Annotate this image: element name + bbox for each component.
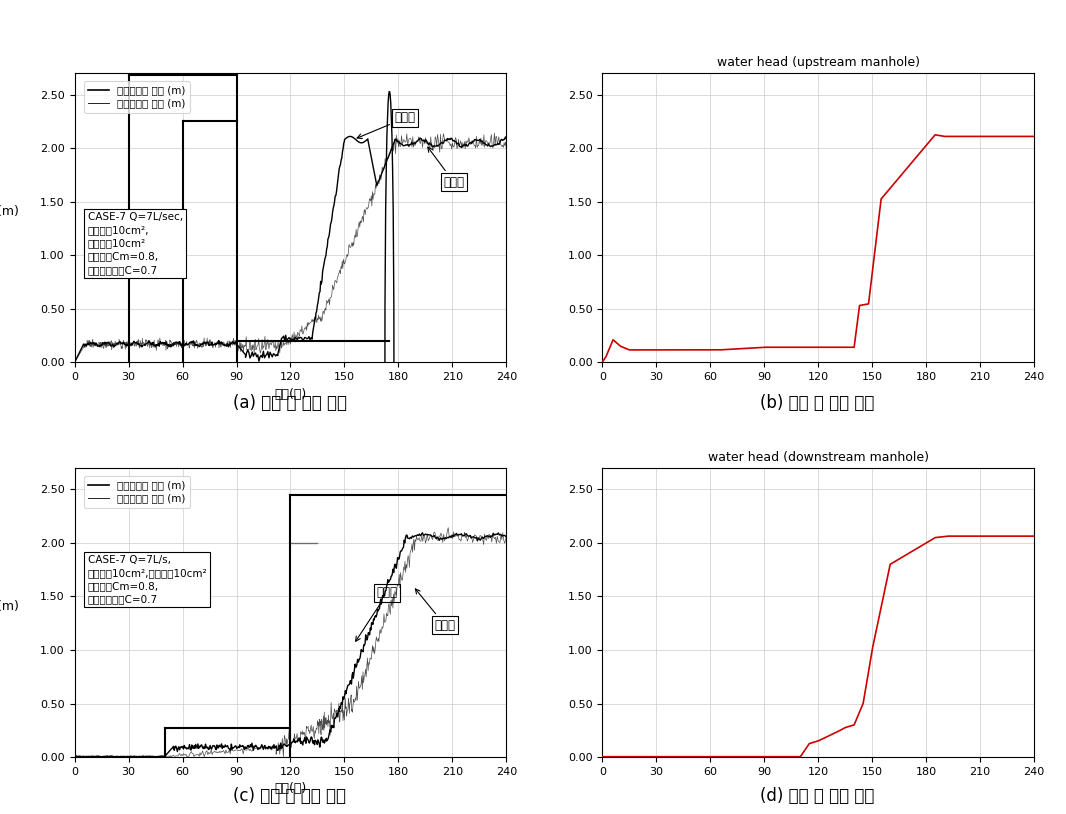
Legend: 上流側水位 計算 (m), 上流側水位 実験 (m): 上流側水位 計算 (m), 上流側水位 実験 (m) xyxy=(84,81,190,113)
Y-axis label: 水位(m): 水位(m) xyxy=(0,205,19,218)
Text: CASE-7 Q=7L/sec,
上流開口10cm²,
下流開口10cm²
縮流係数Cm=0.8,
空気流出係数C=0.7: CASE-7 Q=7L/sec, 上流開口10cm², 下流開口10cm² 縮流… xyxy=(87,212,182,275)
Y-axis label: 水位(m): 水位(m) xyxy=(0,600,19,613)
Title: water head (upstream manhole): water head (upstream manhole) xyxy=(716,56,920,69)
X-axis label: 時間(秒): 時間(秒) xyxy=(274,782,307,795)
Text: 実験値: 実験値 xyxy=(427,147,465,189)
Text: CASE-7 Q=7L/s,
上流開口10cm²,下流開口10cm²
縮流係数Cm=0.8,
空気流出係数C=0.7: CASE-7 Q=7L/s, 上流開口10cm²,下流開口10cm² 縮流係数C… xyxy=(87,555,207,604)
Text: 実験値: 実験値 xyxy=(416,589,455,632)
Text: 計算値: 計算値 xyxy=(357,112,416,138)
Text: (b) 상류 측 모형 결과: (b) 상류 측 모형 결과 xyxy=(760,394,875,412)
Text: (a) 상류 측 기존 연구: (a) 상류 측 기존 연구 xyxy=(233,394,346,412)
Text: (c) 하류 측 기존 연구: (c) 하류 측 기존 연구 xyxy=(233,787,346,805)
X-axis label: 時間(秒): 時間(秒) xyxy=(274,387,307,400)
Title: water head (downstream manhole): water head (downstream manhole) xyxy=(708,451,928,464)
Text: (d) 하류 측 모형 결과: (d) 하류 측 모형 결과 xyxy=(760,787,875,805)
Text: 計算値: 計算値 xyxy=(356,586,398,641)
Legend: 下流側水位 計算 (m), 下流側水位 実験 (m): 下流側水位 計算 (m), 下流側水位 実験 (m) xyxy=(84,476,190,508)
